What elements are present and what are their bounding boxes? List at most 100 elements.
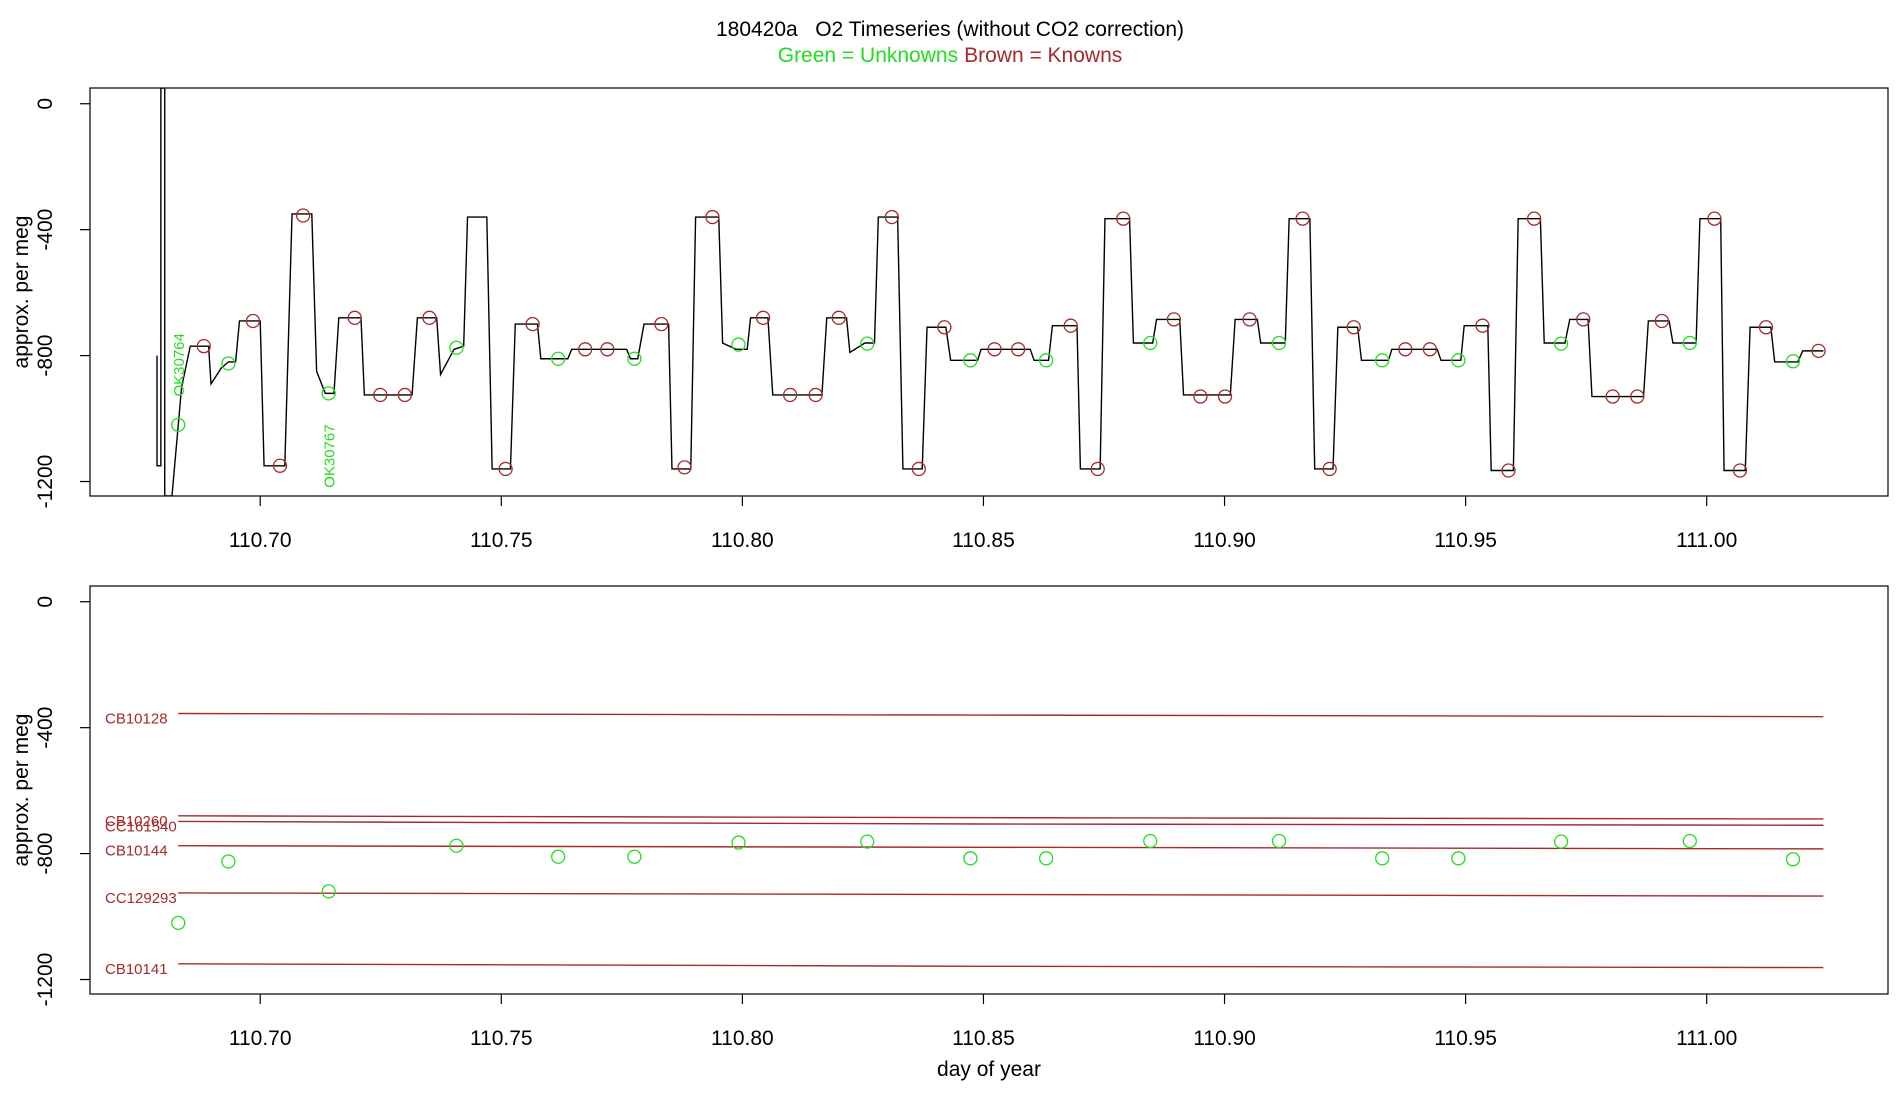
marker bbox=[600, 342, 615, 357]
series-line bbox=[178, 712, 1824, 718]
x-tick-label: 110.85 bbox=[952, 1027, 1015, 1050]
y-axis-label: approx. per meg bbox=[10, 216, 33, 369]
x-tick-label: 110.90 bbox=[1193, 1027, 1256, 1050]
marker bbox=[1811, 343, 1826, 359]
line-label: CC129293 bbox=[105, 890, 177, 907]
marker bbox=[221, 356, 236, 371]
marker bbox=[1143, 335, 1158, 351]
y-axis-label: approx. per meg bbox=[10, 714, 33, 867]
marker bbox=[221, 854, 236, 869]
y-tick-label: 0 bbox=[34, 596, 57, 608]
marker bbox=[731, 835, 746, 850]
marker bbox=[963, 851, 978, 866]
marker bbox=[860, 336, 875, 351]
x-tick-label: 110.70 bbox=[229, 1027, 292, 1050]
marker bbox=[1011, 342, 1026, 357]
annotation: OK30767 bbox=[322, 424, 339, 487]
marker bbox=[911, 461, 926, 477]
marker bbox=[1605, 389, 1620, 404]
series-line bbox=[178, 892, 1824, 897]
marker bbox=[272, 458, 288, 473]
x-tick-label: 110.80 bbox=[711, 1027, 774, 1050]
y-tick-label: -400 bbox=[34, 209, 57, 251]
y-tick-label: -800 bbox=[34, 833, 57, 875]
marker bbox=[1451, 353, 1466, 368]
x-axis-label: day of year bbox=[937, 1058, 1041, 1081]
marker bbox=[171, 915, 186, 931]
marker bbox=[578, 342, 593, 357]
y-tick-label: 0 bbox=[34, 98, 57, 110]
marker bbox=[1038, 851, 1054, 866]
marker bbox=[295, 208, 311, 223]
marker bbox=[373, 387, 388, 403]
marker bbox=[782, 387, 798, 403]
marker bbox=[1063, 318, 1078, 333]
marker bbox=[1217, 389, 1233, 404]
marker bbox=[397, 387, 413, 403]
marker bbox=[1451, 851, 1466, 866]
marker bbox=[627, 351, 642, 366]
marker bbox=[1654, 313, 1670, 329]
y-tick-label: -800 bbox=[34, 335, 57, 377]
line-label: CC161540 bbox=[105, 818, 177, 835]
marker bbox=[705, 209, 720, 225]
marker bbox=[422, 310, 437, 325]
marker bbox=[1576, 312, 1591, 327]
marker bbox=[677, 460, 692, 475]
chart-title: 180420a O2 Timeseries (without CO2 corre… bbox=[716, 18, 1184, 41]
marker bbox=[1630, 389, 1645, 404]
marker bbox=[987, 342, 1002, 357]
marker bbox=[1553, 834, 1569, 849]
marker bbox=[171, 417, 186, 433]
marker bbox=[1526, 211, 1542, 226]
x-tick-label: 110.90 bbox=[1193, 529, 1256, 552]
marker bbox=[1346, 320, 1361, 335]
marker bbox=[860, 834, 875, 849]
series-line bbox=[178, 820, 1824, 826]
marker bbox=[1553, 336, 1569, 351]
marker bbox=[1758, 320, 1774, 335]
annotation: OK30764 bbox=[171, 333, 188, 396]
marker bbox=[1732, 463, 1748, 478]
y-tick-label: -1200 bbox=[34, 455, 57, 509]
y-tick-label: -400 bbox=[34, 707, 57, 749]
line-label: CB10144 bbox=[105, 843, 168, 860]
marker bbox=[937, 320, 952, 335]
marker bbox=[1475, 318, 1490, 333]
marker bbox=[1166, 312, 1182, 327]
marker bbox=[1193, 389, 1208, 404]
marker bbox=[525, 316, 540, 332]
marker bbox=[551, 849, 566, 864]
x-tick-label: 110.75 bbox=[470, 1027, 533, 1050]
marker bbox=[321, 884, 336, 899]
line-label: CB10260 bbox=[105, 813, 168, 830]
marker bbox=[963, 353, 978, 368]
marker bbox=[449, 838, 464, 853]
plot-frame bbox=[89, 585, 1889, 995]
line-label: CB10128 bbox=[105, 711, 168, 728]
series-line bbox=[178, 815, 1824, 820]
marker bbox=[731, 337, 746, 352]
marker bbox=[1501, 463, 1516, 478]
marker bbox=[627, 849, 642, 864]
marker bbox=[808, 387, 823, 403]
marker bbox=[1682, 833, 1697, 849]
marker bbox=[755, 310, 771, 325]
marker bbox=[884, 209, 899, 225]
marker bbox=[1322, 461, 1337, 477]
marker bbox=[1785, 354, 1801, 369]
marker bbox=[1295, 211, 1310, 226]
marker bbox=[654, 316, 669, 332]
marker bbox=[1116, 211, 1131, 226]
marker bbox=[245, 313, 261, 329]
x-tick-label: 110.85 bbox=[952, 529, 1015, 552]
marker bbox=[347, 310, 362, 325]
x-tick-label: 110.75 bbox=[470, 529, 533, 552]
legend-entry: Brown = Knowns bbox=[964, 44, 1122, 67]
marker bbox=[196, 338, 211, 354]
marker bbox=[831, 310, 846, 325]
x-tick-label: 110.70 bbox=[229, 529, 292, 552]
marker bbox=[1398, 342, 1413, 357]
marker bbox=[1271, 335, 1287, 351]
